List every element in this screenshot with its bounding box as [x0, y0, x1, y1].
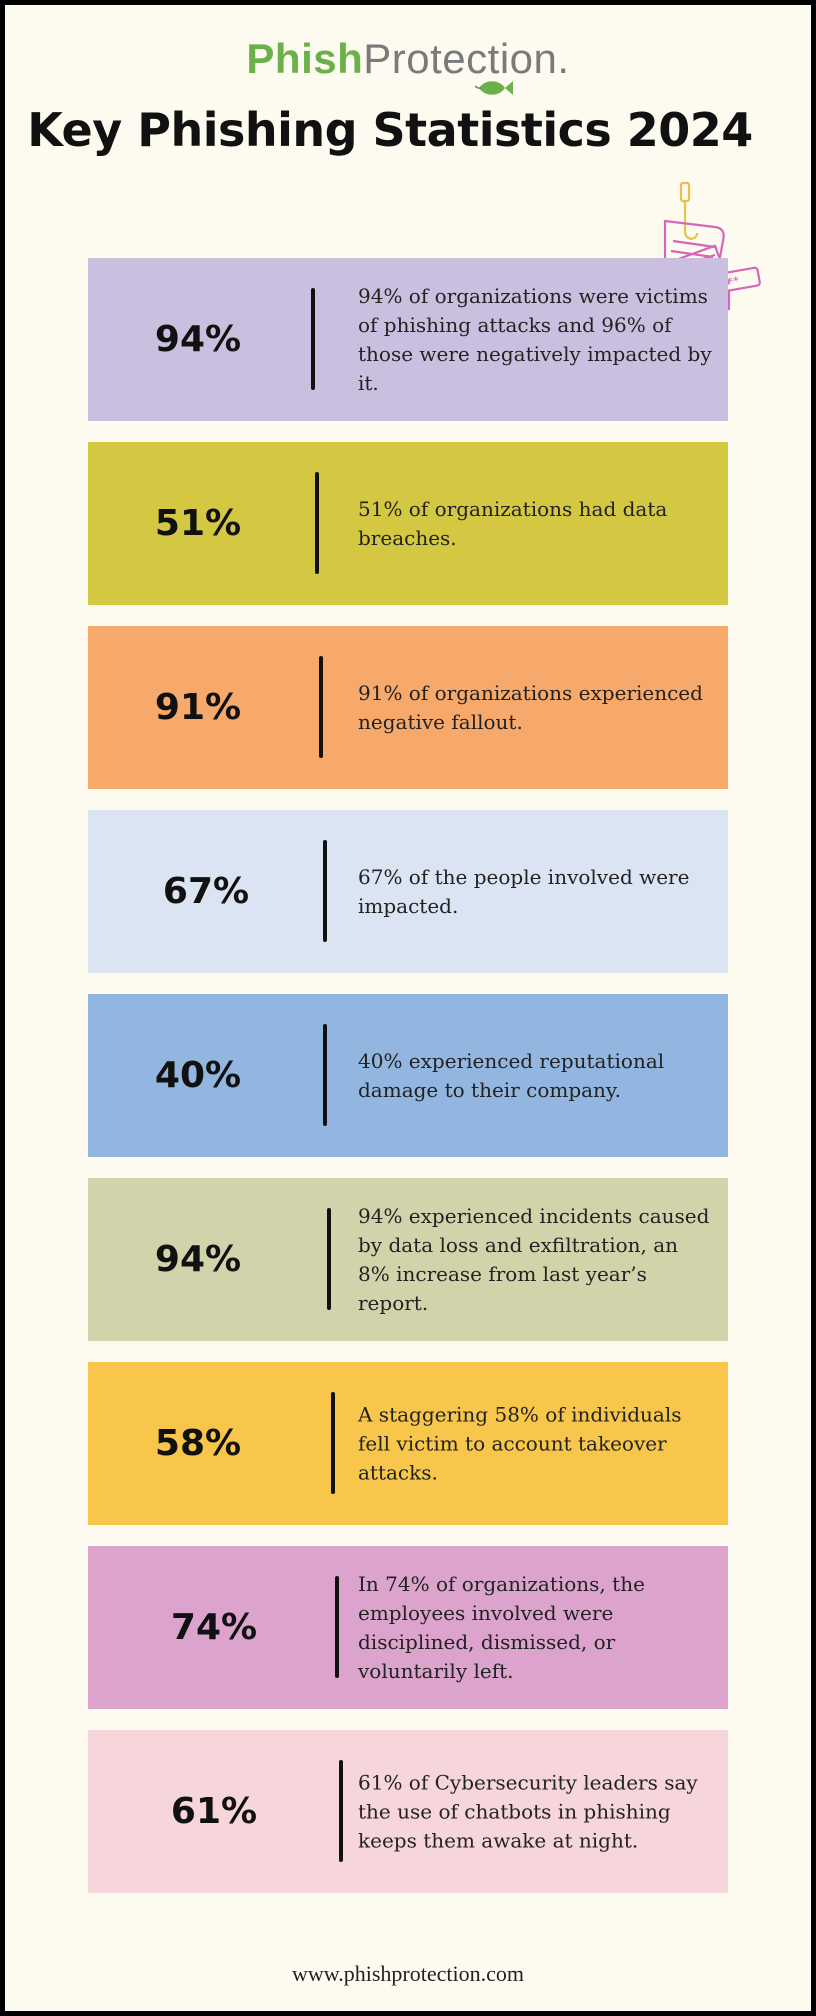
stat-value: 40%: [154, 1055, 242, 1096]
stat-description: 91% of organizations experienced negativ…: [358, 680, 703, 734]
stat-divider: [319, 656, 323, 758]
stat-card: 58% A staggering 58% of individuals fell…: [88, 1362, 728, 1525]
stat-card: 51% 51% of organizations had data breach…: [88, 442, 728, 605]
stat-value: 58%: [154, 1423, 242, 1464]
stat-value: 94%: [154, 319, 242, 360]
stat-card: 91% 91% of organizations experienced neg…: [88, 626, 728, 789]
stat-value: 67%: [162, 871, 250, 912]
stat-value: 94%: [154, 1239, 242, 1280]
stat-card: 94% 94% experienced incidents caused by …: [88, 1178, 728, 1341]
stat-divider: [323, 840, 327, 942]
stat-divider: [327, 1208, 331, 1310]
stat-description: 67% of the people involved were impacted…: [358, 864, 690, 918]
stat-value: 91%: [154, 687, 242, 728]
stat-description: 40% experienced reputational damage to t…: [358, 1048, 665, 1102]
stat-description: 94% of organizations were victims of phi…: [358, 283, 712, 395]
stat-value: 51%: [154, 503, 242, 544]
page-title: Key Phishing Statistics 2024: [27, 103, 753, 157]
stat-divider: [331, 1392, 335, 1494]
stat-card: 74% In 74% of organizations, the employe…: [88, 1546, 728, 1709]
stat-card: 40% 40% experienced reputational damage …: [88, 994, 728, 1157]
stat-divider: [311, 288, 315, 390]
stat-card: 94% 94% of organizations were victims of…: [88, 258, 728, 421]
brand-logo: PhishProtection.: [5, 35, 811, 95]
stat-divider: [323, 1024, 327, 1126]
stat-description: 51% of organizations had data breaches.: [358, 496, 668, 550]
fish-icon: [475, 81, 513, 95]
footer-url: www.phishprotection.com: [292, 1961, 524, 1986]
infographic-page: PhishProtection. Key Phishing Statistics…: [5, 5, 811, 2011]
stat-card: 61% 61% of Cybersecurity leaders say the…: [88, 1730, 728, 1893]
stat-card: 67% 67% of the people involved were impa…: [88, 810, 728, 973]
stat-divider: [335, 1576, 339, 1678]
stat-description: In 74% of organizations, the employees i…: [358, 1571, 645, 1683]
stat-description: 94% experienced incidents caused by data…: [358, 1203, 710, 1315]
stat-description: A staggering 58% of individuals fell vic…: [358, 1402, 682, 1484]
stat-value: 74%: [170, 1607, 258, 1648]
stat-description: 61% of Cybersecurity leaders say the use…: [358, 1770, 698, 1852]
stat-value: 61%: [170, 1791, 258, 1832]
stat-divider: [315, 472, 319, 574]
stat-divider: [339, 1760, 343, 1862]
logo-text-phish: Phish: [246, 35, 364, 82]
logo-text-protection: Protection.: [363, 35, 570, 82]
